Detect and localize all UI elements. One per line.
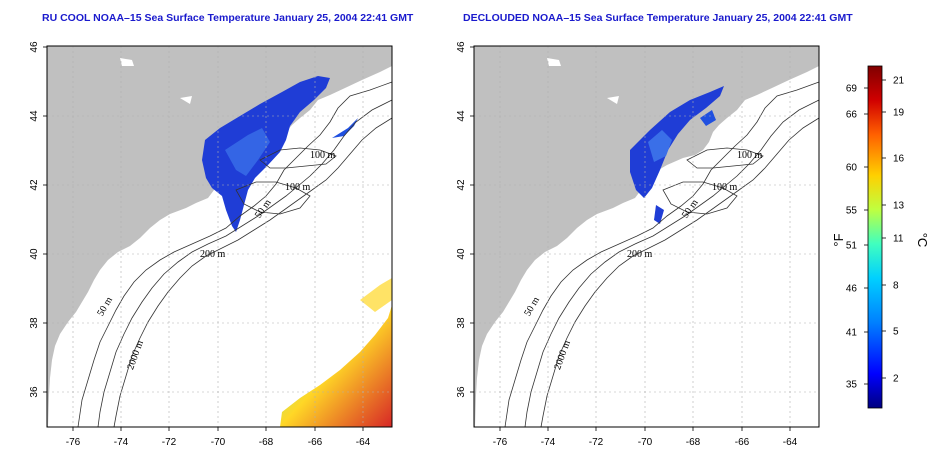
contour-label: 100 m xyxy=(712,182,738,193)
fahrenheit-unit-label: °F xyxy=(831,233,846,246)
left-map-panel: 100 m 100 m 50 m 200 m 50 m 2000 m -76 -7… xyxy=(29,41,393,448)
x-tick-label: -68 xyxy=(259,437,274,448)
x-tick-label: -72 xyxy=(589,437,604,448)
x-tick-label: -76 xyxy=(66,437,81,448)
fahrenheit-tick-label: 55 xyxy=(846,206,858,217)
celsius-unit-label: °C xyxy=(915,233,930,248)
y-tick-label: 42 xyxy=(456,179,467,191)
contour-label: 100 m xyxy=(285,182,311,193)
contour-label: 100 m xyxy=(310,150,336,161)
fahrenheit-tick-label: 41 xyxy=(846,328,858,339)
celsius-tick-label: 21 xyxy=(893,76,905,87)
left-panel-title: RU COOL NOAA–15 Sea Surface Temperature … xyxy=(42,12,414,24)
y-tick-label: 42 xyxy=(29,179,40,191)
land-mass xyxy=(474,46,819,427)
y-tick-label: 38 xyxy=(456,317,467,329)
y-tick-label: 36 xyxy=(456,386,467,398)
celsius-tick-label: 19 xyxy=(893,108,905,119)
y-tick-label: 38 xyxy=(29,317,40,329)
x-tick-label: -68 xyxy=(686,437,701,448)
fahrenheit-tick-label: 51 xyxy=(846,241,858,252)
sst-declouded-fragments xyxy=(630,86,724,224)
x-tick-label: -66 xyxy=(735,437,750,448)
x-tick-label: -64 xyxy=(356,437,371,448)
x-tick-label: -70 xyxy=(638,437,653,448)
x-tick-label: -70 xyxy=(211,437,226,448)
temperature-colorbar: 69 66 60 55 51 46 41 35 21 19 16 13 11 8 5 2 °F °C xyxy=(831,65,930,409)
y-tick-label: 46 xyxy=(456,41,467,53)
y-tick-label: 44 xyxy=(29,110,40,122)
contour-label: 200 m xyxy=(200,249,226,260)
y-tick-label: 46 xyxy=(29,41,40,53)
y-tick-label: 44 xyxy=(456,110,467,122)
right-axis-ticks: -76 -74 -72 -70 -68 -66 -64 36 38 40 42 44 46 xyxy=(456,41,798,448)
celsius-tick-label: 16 xyxy=(893,154,905,165)
y-tick-label: 36 xyxy=(29,386,40,398)
fahrenheit-tick-label: 60 xyxy=(846,163,858,174)
fahrenheit-tick-label: 46 xyxy=(846,284,858,295)
land-mass xyxy=(47,46,392,427)
x-tick-label: -72 xyxy=(162,437,177,448)
x-tick-label: -64 xyxy=(783,437,798,448)
celsius-tick-label: 5 xyxy=(893,327,899,338)
celsius-tick-label: 13 xyxy=(893,201,905,212)
celsius-tick-label: 2 xyxy=(893,374,899,385)
fahrenheit-tick-label: 35 xyxy=(846,380,858,391)
right-panel-title: DECLOUDED NOAA–15 Sea Surface Temperatur… xyxy=(463,12,853,24)
y-tick-label: 40 xyxy=(29,248,40,260)
sst-cold-patch xyxy=(202,76,330,232)
right-map-panel: 100 m 100 m 50 m 200 m 50 m 2000 m -76 -7… xyxy=(456,41,820,448)
contour-label: 200 m xyxy=(627,249,653,260)
x-tick-label: -74 xyxy=(114,437,129,448)
left-axis-ticks: -76 -74 -72 -70 -68 -66 -64 36 38 40 42 44 46 xyxy=(29,41,371,448)
contour-label: 100 m xyxy=(737,150,763,161)
x-tick-label: -76 xyxy=(493,437,508,448)
celsius-tick-label: 11 xyxy=(893,234,904,245)
fahrenheit-tick-label: 66 xyxy=(846,110,858,121)
celsius-tick-label: 8 xyxy=(893,281,899,292)
y-tick-label: 40 xyxy=(456,248,467,260)
x-tick-label: -66 xyxy=(308,437,323,448)
fahrenheit-tick-label: 69 xyxy=(846,84,858,95)
x-tick-label: -74 xyxy=(541,437,556,448)
